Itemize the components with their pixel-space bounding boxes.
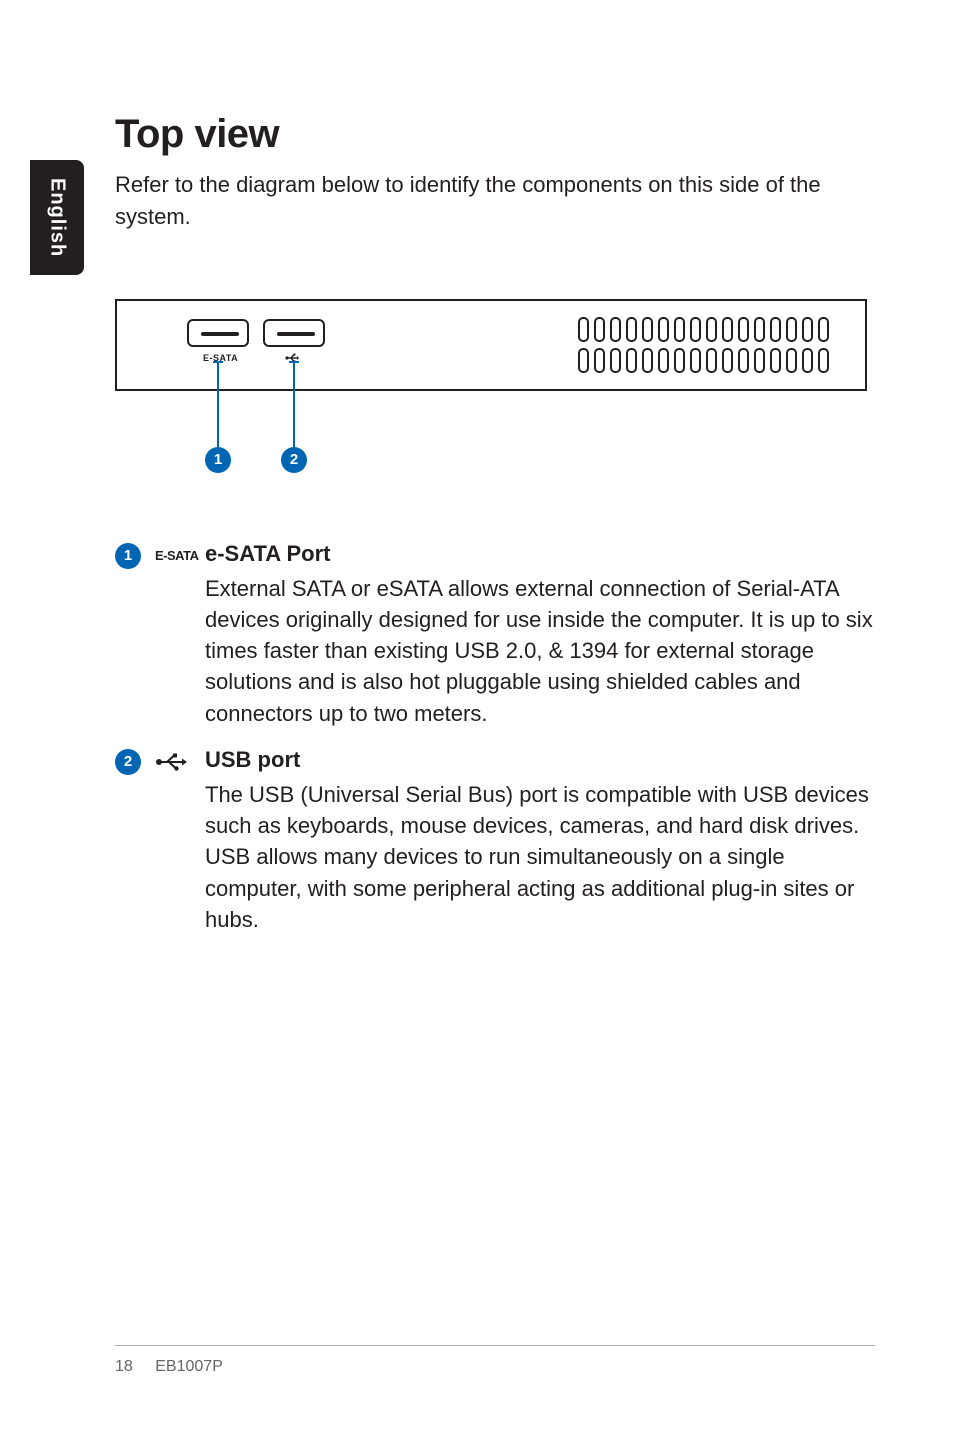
callout-line-2 <box>293 361 295 447</box>
page-content: Top view Refer to the diagram below to i… <box>115 112 875 953</box>
callout-number-2: 2 <box>281 447 307 473</box>
esata-port-icon <box>187 319 249 347</box>
esata-title: e-SATA Port <box>205 541 875 567</box>
vent-grille <box>578 317 829 373</box>
item-number-1: 1 <box>115 543 141 569</box>
language-label: English <box>46 178 69 257</box>
top-view-diagram: E-SATA 1 2 <box>115 299 867 391</box>
esata-description: External SATA or eSATA allows external c… <box>205 573 875 729</box>
intro-text: Refer to the diagram below to identify t… <box>115 169 875 233</box>
item-usb: 2 USB port The USB (Universal Serial Bus… <box>115 747 875 935</box>
language-tab: English <box>30 160 84 275</box>
item-number-2: 2 <box>115 749 141 775</box>
usb-port-label <box>285 353 299 366</box>
callout-line-1 <box>217 361 219 447</box>
page-footer: 18 EB1007P <box>115 1345 875 1376</box>
esata-text-icon: E-SATA <box>155 543 199 569</box>
usb-title: USB port <box>205 747 875 773</box>
model-number: EB1007P <box>155 1358 223 1375</box>
callout-number-1: 1 <box>205 447 231 473</box>
page-heading: Top view <box>115 112 875 157</box>
usb-description: The USB (Universal Serial Bus) port is c… <box>205 779 875 935</box>
item-esata: 1 E-SATA e-SATA Port External SATA or eS… <box>115 541 875 729</box>
usb-port-icon <box>263 319 325 347</box>
usb-trident-icon <box>155 749 199 775</box>
page-number: 18 <box>115 1358 133 1375</box>
